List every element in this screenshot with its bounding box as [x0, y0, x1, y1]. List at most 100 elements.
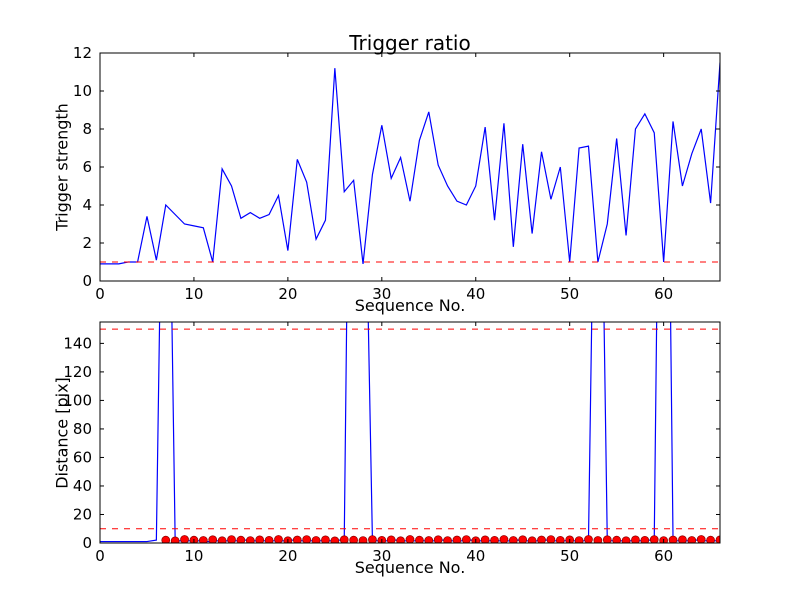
- matched-distance-points-marker: [706, 535, 715, 543]
- matched-distance-points-marker: [311, 536, 321, 543]
- y-tick-label: 20: [73, 505, 92, 523]
- matched-distance-points-marker: [462, 535, 471, 543]
- matched-distance-points-marker: [452, 535, 462, 543]
- x-tick-label: 20: [278, 285, 297, 303]
- x-tick-label: 30: [372, 547, 391, 565]
- x-tick-label: 10: [184, 285, 203, 303]
- matched-distance-points-marker: [302, 535, 312, 543]
- matched-distance-points-marker: [274, 535, 283, 543]
- matched-distance-points-marker: [621, 536, 631, 543]
- matched-distance-points-marker: [386, 535, 396, 543]
- matched-distance-points-marker: [339, 535, 349, 543]
- matched-distance-points-marker: [668, 535, 678, 543]
- matched-distance-points-marker: [537, 535, 546, 543]
- x-tick-label: 60: [654, 285, 673, 303]
- matched-distance-points-marker: [499, 535, 509, 543]
- matched-distance-points-marker: [217, 536, 227, 543]
- distance-line: [100, 322, 720, 543]
- matched-distance-points-marker: [687, 536, 697, 543]
- matched-distance-points-marker: [424, 536, 434, 543]
- y-tick-label: 40: [73, 477, 92, 495]
- y-tick-label: 4: [82, 196, 92, 214]
- matched-distance-points-marker: [255, 535, 265, 543]
- x-tick-label: 40: [466, 547, 485, 565]
- matched-distance-points-marker: [433, 535, 443, 543]
- matched-distance-points-marker: [490, 535, 499, 543]
- matched-distance-points-marker: [527, 536, 537, 543]
- matched-distance-points-marker: [518, 535, 528, 543]
- top-x-axis-label: Sequence No.: [354, 296, 466, 315]
- matched-distance-points-marker: [546, 535, 556, 543]
- distance-axes-frame: [99, 321, 721, 544]
- matched-distance-points-marker: [396, 536, 405, 543]
- trigger-ratio-ticks: 0 10 20 30 40 50 60 0 2 4 6 8 10 12: [73, 44, 720, 303]
- y-tick-label: 0: [82, 534, 92, 552]
- matched-distance-points-marker: [321, 535, 330, 543]
- matched-distance-points-marker: [227, 535, 236, 543]
- matched-distance-points-marker: [602, 535, 612, 543]
- x-tick-label: 0: [95, 285, 105, 303]
- y-tick-label: 6: [82, 158, 92, 176]
- matched-distance-points-marker: [349, 535, 358, 543]
- distance-subplot: 0 10 20 30 40 50 60 0 20 40 60 80 100 120 140: [63, 321, 721, 565]
- distance-series-group: [100, 322, 720, 543]
- matched-distance-points-marker: [574, 536, 584, 543]
- y-tick-label: 0: [82, 272, 92, 290]
- y-tick-label: 100: [63, 391, 92, 409]
- matched-distance-points-marker: [198, 536, 208, 543]
- matched-distance-points-marker: [715, 535, 720, 543]
- y-tick-label: 80: [73, 420, 92, 438]
- y-tick-label: 2: [82, 234, 92, 252]
- bottom-x-axis-label: Sequence No.: [354, 558, 466, 577]
- y-tick-label: 8: [82, 120, 92, 138]
- matched-distance-points-marker: [330, 536, 340, 543]
- x-tick-label: 40: [466, 285, 485, 303]
- y-tick-label: 60: [73, 448, 92, 466]
- y-tick-label: 12: [73, 44, 92, 62]
- matched-distance-points-marker: [264, 535, 274, 543]
- matched-distance-points-marker: [208, 535, 218, 543]
- x-tick-label: 60: [654, 547, 673, 565]
- trigger-strength-line: [100, 62, 720, 265]
- matched-distance-points-marker: [170, 536, 180, 543]
- x-tick-label: 50: [560, 547, 579, 565]
- trigger-ratio-subplot: 0 10 20 30 40 50 60 0 2 4 6 8 10 12: [73, 44, 721, 303]
- y-tick-label: 140: [63, 334, 92, 352]
- matched-distance-points-marker: [415, 535, 424, 543]
- distance-ticks: 0 10 20 30 40 50 60 0 20 40 60 80 100 120 140: [63, 322, 720, 565]
- matched-distance-points-marker: [180, 535, 189, 543]
- matched-distance-points-marker: [358, 536, 368, 543]
- matched-distance-points-marker: [443, 536, 452, 543]
- y-tick-label: 120: [63, 363, 92, 381]
- chart-title: Trigger ratio: [349, 31, 471, 55]
- trigger-ratio-series-group: [100, 62, 720, 265]
- matched-distance-points-marker: [161, 535, 171, 543]
- matched-distance-points-marker: [649, 535, 659, 543]
- matched-distance-points-marker: [612, 535, 622, 543]
- matched-distance-points-marker: [236, 535, 246, 543]
- matched-distance-points-marker: [631, 535, 640, 543]
- matched-distance-points-marker: [245, 536, 255, 543]
- y-tick-label: 10: [73, 82, 92, 100]
- x-tick-label: 30: [372, 285, 391, 303]
- x-tick-label: 50: [560, 285, 579, 303]
- x-tick-label: 10: [184, 547, 203, 565]
- matched-distance-points-marker: [640, 535, 650, 543]
- matched-distance-points-marker: [405, 535, 415, 543]
- matched-distance-points-marker: [508, 536, 518, 543]
- matched-distance-points-marker: [584, 535, 593, 543]
- matched-distance-points-marker: [480, 535, 490, 543]
- x-tick-label: 0: [95, 547, 105, 565]
- x-tick-label: 20: [278, 547, 297, 565]
- matched-distance-points-marker: [593, 536, 603, 543]
- bottom-y-axis-label: Distance [pix]: [52, 377, 72, 489]
- top-y-axis-label: Trigger strength: [52, 103, 72, 231]
- matched-distance-points-marker: [696, 535, 706, 543]
- matched-distance-points-marker: [555, 535, 565, 543]
- matched-distance-points-marker: [678, 535, 687, 543]
- matched-distance-points-marker: [292, 535, 302, 543]
- matched-distance-points-marker: [368, 535, 377, 543]
- trigger-ratio-axes-frame: [99, 52, 721, 282]
